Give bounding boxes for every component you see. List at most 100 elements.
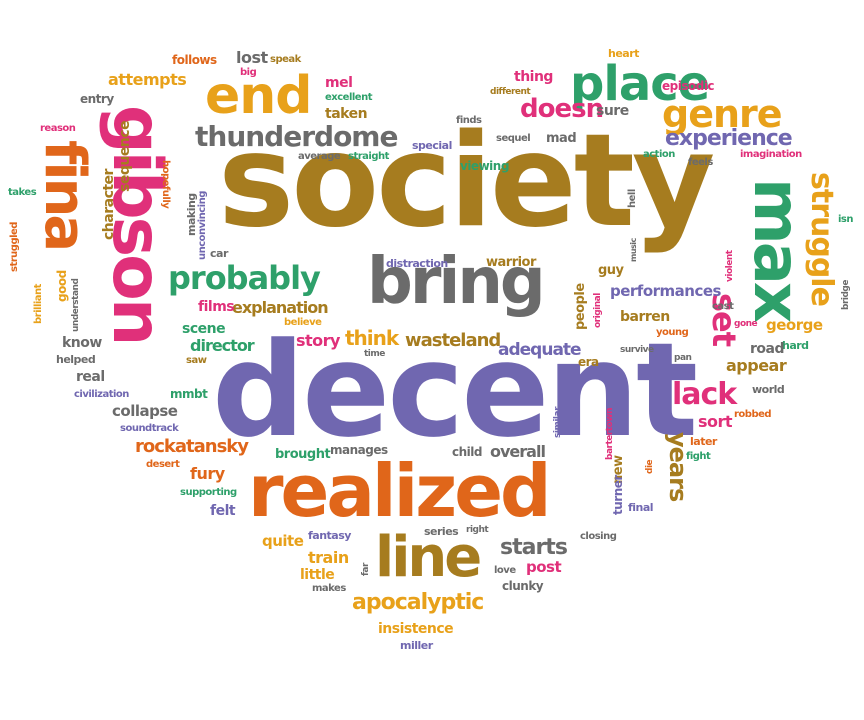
word-collapse: collapse [112,402,178,420]
word-original: original [593,293,603,328]
word-warrior: warrior [486,255,536,270]
word-bring: bring [367,245,546,319]
word-insistence: insistence [378,621,454,637]
word-soundtrack: soundtrack [120,423,179,434]
word-post: post [526,558,562,576]
word-later: later [690,435,717,448]
word-lack: lack [672,377,737,412]
word-struggled: struggled [9,222,20,272]
word-action: action [643,149,675,160]
word-attempts: attempts [108,70,187,89]
word-hard: hard [782,339,809,352]
word-apocalyptic: apocalyptic [352,590,484,615]
word-distraction: distraction [386,257,448,270]
word-speak: speak [270,54,301,65]
word-taken: taken [325,106,368,122]
word-fina: fina [32,140,97,250]
word-films: films [198,299,235,315]
word-final: final [628,501,654,514]
word-average: average [298,151,341,162]
word-episodic: episodic [662,79,715,93]
word-place: place [570,56,710,112]
word-adequate: adequate [498,340,582,360]
word-road: road [750,341,785,357]
word-closing: closing [580,531,617,542]
word-big: big [240,67,257,78]
word-genre: genre [662,92,783,136]
word-know: know [62,335,102,351]
word-rockatansky: rockatansky [135,436,249,457]
word-thing: thing [514,69,553,85]
word-die: die [645,459,655,474]
word-struggle: struggle [804,172,839,306]
word-end: end [205,66,313,126]
word-realized: realized [248,449,552,533]
word-different: different [490,87,531,97]
word-guy: guy [598,263,624,278]
word-heart: heart [608,47,639,60]
word-robbed: robbed [734,409,772,420]
word-takes: takes [8,187,37,198]
word-starts: starts [500,535,568,560]
word-think: think [345,326,399,350]
word-unconvincing: unconvincing [197,191,208,260]
word-making: making [185,193,198,236]
word-story: story [296,331,340,350]
word-follows: follows [172,53,217,67]
word-hell: hell [627,189,638,208]
word-believe: believe [284,317,322,328]
word-barren: barren [620,309,670,325]
word-supporting: supporting [180,487,237,498]
word-bridge: bridge [841,280,851,310]
word-violent: violent [725,250,735,282]
word-probably: probably [168,259,321,297]
word-brought: brought [275,447,331,462]
word-overall: overall [490,442,546,461]
word-understand: understand [71,278,81,332]
word-appear: appear [726,356,787,375]
word-little: little [300,567,335,583]
word-gone: gone [734,319,758,329]
word-director: director [190,336,255,355]
word-society: society [218,107,715,256]
word-desert: desert [146,459,180,470]
word-similar: similar [553,406,563,438]
word-special: special [412,139,452,152]
word-turner: turner [611,475,625,515]
word-bartertown: bartertown [605,407,615,460]
word-max: max [739,178,813,321]
word-good: good [55,270,69,302]
word-cast: cast [712,301,734,312]
word-sequel: sequel [496,133,531,144]
word-love: love [494,565,516,576]
word-lost: lost [236,48,268,67]
word-sequence: sequence [117,120,133,192]
word-doesn: doesn [520,94,604,124]
word-pan: pan [674,353,692,363]
word-car: car [210,247,228,260]
word-far: far [361,563,371,576]
word-entry: entry [80,92,114,106]
word-finds: finds [456,115,482,126]
word-sure: sure [596,103,629,119]
word-decent: decent [212,314,698,466]
word-line: line [375,525,482,590]
word-years: years [664,432,692,502]
word-feels: feels [688,157,713,168]
word-scene: scene [182,321,226,337]
word-helped: helped [56,353,96,366]
word-wasteland: wasteland [405,330,501,351]
word-world: world [752,383,785,396]
word-right: right [466,525,489,535]
word-mad: mad [546,131,577,146]
word-hopefully: hopefully [160,160,171,209]
word-mmbt: mmbt [170,387,208,401]
word-young: young [656,327,689,338]
word-saw: saw [186,355,207,366]
word-george: george [766,316,823,334]
word-viewing: viewing [460,159,509,173]
word-felt: felt [210,503,236,519]
word-real: real [76,369,105,385]
word-people: people [573,283,588,330]
